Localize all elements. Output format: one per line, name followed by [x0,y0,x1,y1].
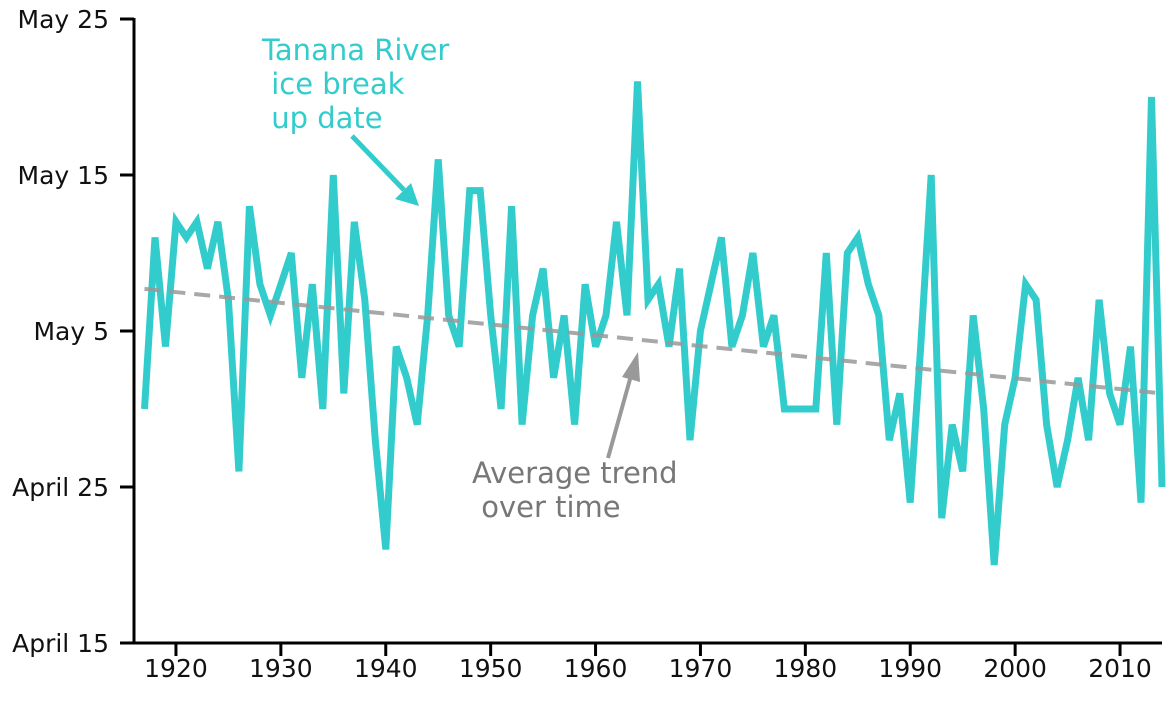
annotation-line: over time [472,490,621,524]
series-annotation-arrow [350,134,406,192]
ice-breakup-series-line [141,81,1166,566]
x-tick-label: 1930 [249,654,313,683]
x-tick-label: 1970 [669,654,733,683]
trend-annotation-arrow [606,371,634,459]
y-tick-label: April 15 [12,629,109,658]
y-tick-label: May 15 [18,161,109,190]
trend-annotation: Average trend over time [472,352,678,524]
x-tick-label: 1980 [774,654,838,683]
trend-annotation-arrowhead [622,352,640,382]
x-tick-label: 1960 [564,654,628,683]
annotation-line: Tanana River [261,33,449,67]
x-tick-label: 1920 [144,654,208,683]
annotation-line: ice break [262,67,405,101]
x-tick-label: 1940 [354,654,418,683]
x-tick-label: 2000 [983,654,1047,683]
x-tick-label: 1950 [459,654,523,683]
x-tick-label: 1990 [878,654,942,683]
trend-line [144,286,1163,396]
series-annotation: Tanana River ice break up date [261,33,449,206]
trend-annotation-label: Average trend over time [472,456,678,524]
x-tick-label: 2010 [1088,654,1152,683]
annotation-line: Average trend [472,456,678,490]
y-tick-label: April 25 [12,473,109,502]
y-tick-label: May 5 [33,317,109,346]
series-annotation-label: Tanana River ice break up date [261,33,449,135]
y-axis-ticks: May 25 May 15 May 5 April 25 April 15 [12,5,134,658]
x-axis-ticks: 1920 1930 1940 1950 1960 1970 1980 1990 2000 2010 [144,643,1152,683]
annotation-line: up date [262,101,383,135]
y-tick-label: May 25 [18,5,109,34]
series-annotation-arrowhead [395,183,419,206]
